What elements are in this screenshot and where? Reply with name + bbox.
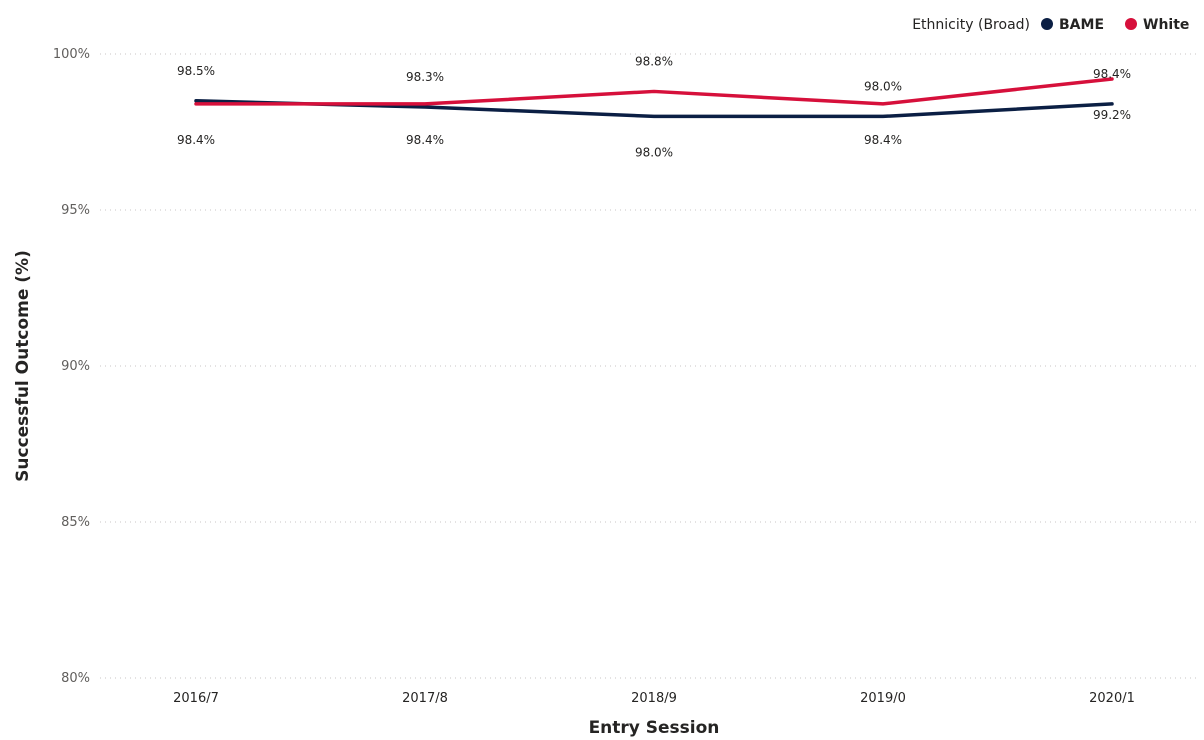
- x-tick-label: 2016/7: [173, 691, 219, 706]
- legend-title: Ethnicity (Broad): [912, 17, 1030, 33]
- x-tick-label: 2019/0: [860, 691, 906, 706]
- y-tick-label: 95%: [61, 203, 90, 218]
- x-tick-label: 2017/8: [402, 691, 448, 706]
- data-labels: 98.5% 98.3% 98.0% 98.0% 98.4% 98.4% 98.4% 98.8%…: [177, 54, 1131, 159]
- data-label-bame: 98.4%: [1093, 67, 1131, 81]
- data-label-white: 98.8%: [635, 54, 673, 68]
- x-axis-ticks: 2016/7 2017/8 2018/9 2019/0 2020/1: [173, 691, 1135, 706]
- data-label-bame: 98.0%: [635, 145, 673, 159]
- x-tick-label: 2018/9: [631, 691, 677, 706]
- y-axis-ticks: 80% 85% 90% 95% 100%: [53, 47, 90, 686]
- y-axis-title: Successful Outcome (%): [13, 250, 33, 482]
- y-tick-label: 80%: [61, 671, 90, 686]
- legend-marker-bame: [1041, 18, 1053, 30]
- data-label-white: 98.4%: [406, 133, 444, 147]
- y-tick-label: 90%: [61, 359, 90, 374]
- series-line-white: [194, 77, 1114, 106]
- data-label-white: 98.4%: [177, 133, 215, 147]
- legend-label-bame: BAME: [1059, 17, 1104, 33]
- gridlines: [100, 53, 1200, 679]
- data-label-bame: 98.0%: [864, 79, 902, 93]
- data-label-white: 98.4%: [864, 133, 902, 147]
- data-label-bame: 98.3%: [406, 70, 444, 84]
- legend-marker-white: [1125, 18, 1137, 30]
- x-tick-label: 2020/1: [1089, 691, 1135, 706]
- legend-label-white: White: [1143, 17, 1189, 33]
- legend: Ethnicity (Broad) BAME White: [912, 17, 1189, 33]
- data-label-white: 99.2%: [1093, 108, 1131, 122]
- data-label-bame: 98.5%: [177, 64, 215, 78]
- series-lines: [194, 77, 1114, 119]
- y-tick-label: 85%: [61, 515, 90, 530]
- y-tick-label: 100%: [53, 47, 90, 62]
- x-axis-title: Entry Session: [589, 718, 720, 738]
